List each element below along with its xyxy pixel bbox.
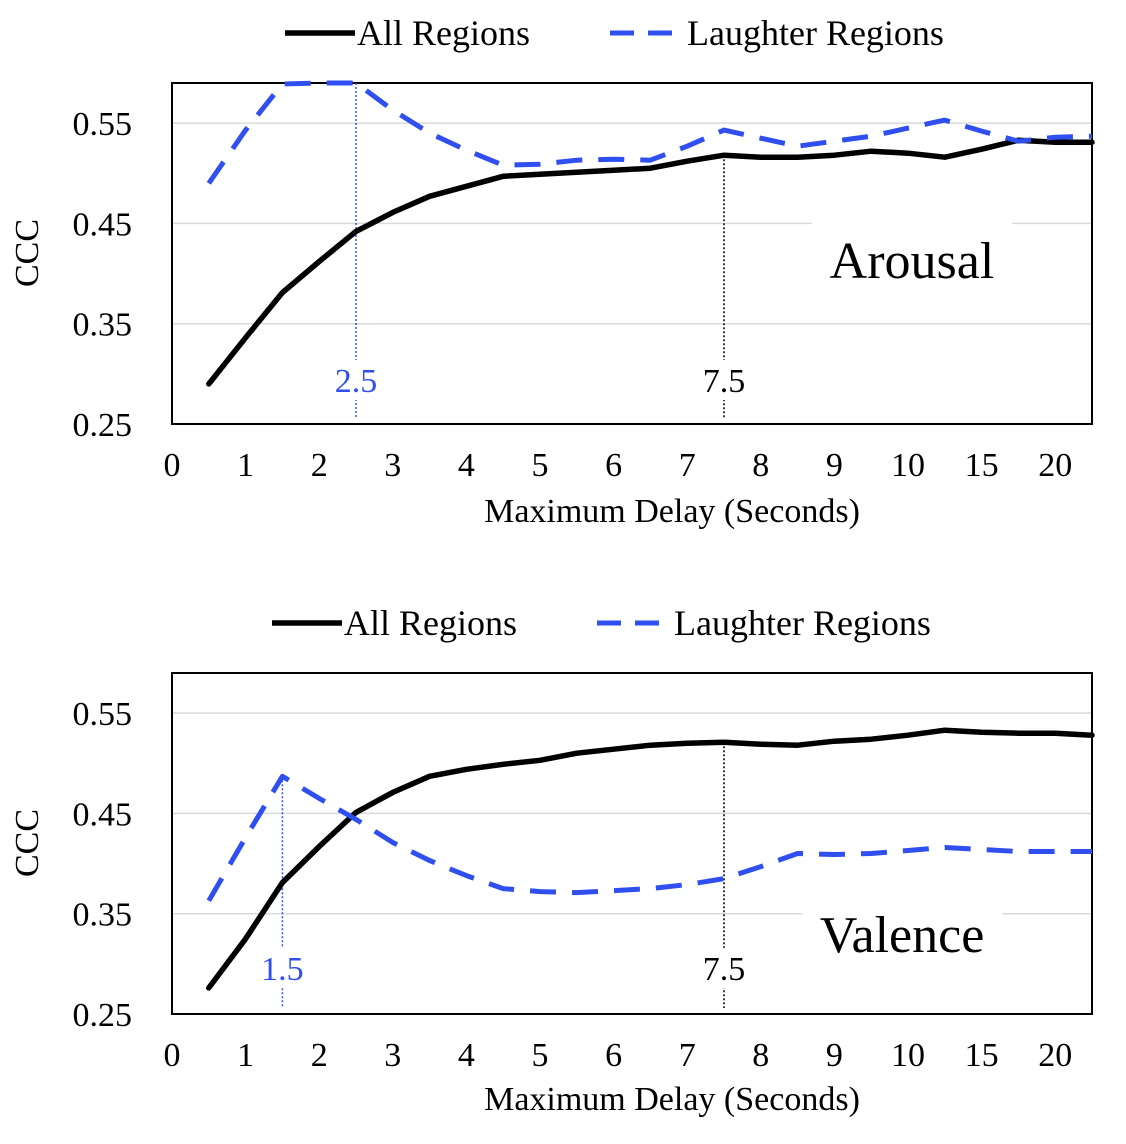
marker-label: 1.5 [261,951,304,988]
y-axis-title: CCC [9,809,46,877]
panel-annotation: Arousal [830,233,995,290]
x-tick-label: 4 [458,447,475,484]
legend-label: Laughter Regions [687,13,944,53]
marker-label-bg [252,948,313,988]
chart-panel-2: 0.25 0.35 0.45 0.55 0 1 2 3 4 5 6 7 8 9 10 15 20 Maximum … [9,603,1095,1118]
marker-label-bg [694,360,754,400]
y-axis-title: CCC [9,219,46,287]
marker-label: 7.5 [703,363,746,400]
legend: All Regions Laughter Regions [285,13,944,53]
series-line-laughter-regions [206,773,1092,902]
x-tick-label: 10 [891,1037,925,1074]
x-tick-label: 2 [311,1037,328,1074]
series-line-all-regions [206,137,1095,387]
annotation-bg [802,894,1002,974]
x-tick-label: 1 [237,447,254,484]
x-tick-label: 8 [752,447,769,484]
x-axis-title: Maximum Delay (Seconds) [484,493,860,530]
x-tick-label: 5 [532,1037,549,1074]
annotation-bg [812,220,1012,300]
x-tick-label: 2 [311,447,328,484]
x-tick-label: 7 [679,447,696,484]
x-axis-title: Maximum Delay (Seconds) [484,1081,860,1118]
x-tick-label: 3 [384,447,401,484]
x-tick-label: 20 [1038,447,1072,484]
x-tick-label: 20 [1038,1037,1072,1074]
legend: All Regions Laughter Regions [272,603,931,643]
x-tick-label: 15 [965,1037,999,1074]
legend-label: Laughter Regions [674,603,931,643]
panel-annotation: Valence [820,907,985,964]
y-tick-label: 0.35 [73,307,133,344]
series-line-all-regions [206,727,1095,991]
x-tick-label: 4 [458,1037,475,1074]
gridlines [172,712,1092,915]
x-tick-label: 15 [965,447,999,484]
y-tick-label: 0.25 [73,997,133,1034]
x-tick-label: 6 [605,447,622,484]
y-tick-label: 0.35 [73,897,133,934]
legend-label: All Regions [357,13,530,53]
y-tick-label: 0.55 [73,696,133,733]
x-tick-label: 0 [164,447,181,484]
chart-panel-1: 0.25 0.35 0.45 0.55 0 1 2 3 4 5 6 7 8 9 10 15 20 Maximum … [9,13,1095,530]
x-tick-label: 9 [826,1037,843,1074]
x-tick-label: 7 [679,1037,696,1074]
x-tick-label: 6 [605,1037,622,1074]
series-line-laughter-regions [206,80,1093,185]
marker-label: 7.5 [703,951,746,988]
plot-frame [171,672,1093,1015]
x-tick-label: 0 [164,1037,181,1074]
y-tick-label: 0.45 [73,206,133,243]
x-tick-label: 9 [826,447,843,484]
x-tick-label: 8 [752,1037,769,1074]
y-tick-label: 0.25 [73,407,133,444]
x-tick-label: 5 [532,447,549,484]
plot-frame [171,82,1093,425]
marker-label-bg [326,360,386,400]
x-tick-label: 10 [891,447,925,484]
legend-label: All Regions [344,603,517,643]
marker-label-bg [694,948,754,988]
x-tick-label: 3 [384,1037,401,1074]
y-tick-label: 0.45 [73,796,133,833]
marker-label: 2.5 [335,363,378,400]
y-tick-label: 0.55 [73,106,133,143]
x-tick-label: 1 [237,1037,254,1074]
